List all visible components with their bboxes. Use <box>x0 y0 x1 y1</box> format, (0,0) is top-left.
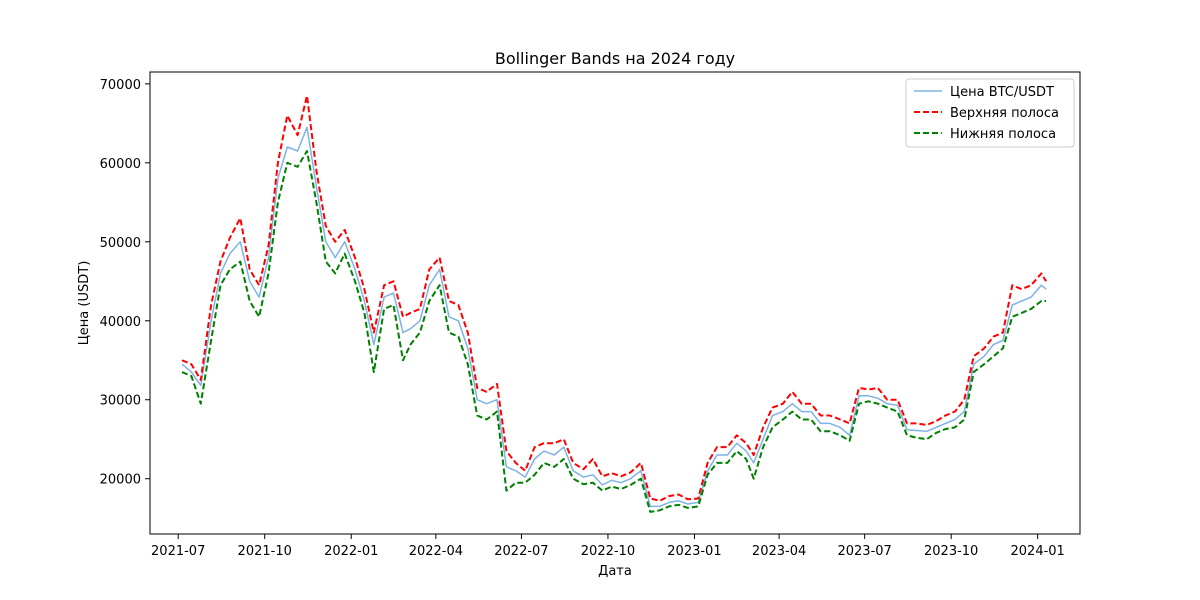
y-tick-label: 70000 <box>100 78 141 93</box>
y-tick-label: 50000 <box>100 236 141 251</box>
legend-label-price: Цена BTC/USDT <box>950 85 1054 100</box>
x-tick-label: 2022-01 <box>324 544 378 559</box>
legend: Цена BTC/USDT Верхняя полоса Нижняя полоса <box>905 78 1075 148</box>
x-tick-label: 2022-07 <box>494 544 548 559</box>
x-tick-label: 2021-10 <box>238 544 292 559</box>
x-axis-label: Дата <box>598 564 632 579</box>
x-tick-label: 2021-07 <box>151 544 205 559</box>
series-line-price <box>181 126 1047 508</box>
x-tick-label: 2024-01 <box>1011 544 1065 559</box>
x-tick-label: 2023-04 <box>752 544 806 559</box>
x-tick-label: 2022-10 <box>581 544 635 559</box>
y-tick-label: 30000 <box>100 394 141 409</box>
x-axis: 2021-07 2021-10 2022-01 2022-04 2022-07 2022-… <box>151 534 1065 559</box>
x-tick-label: 2023-10 <box>924 544 978 559</box>
x-tick-label: 2022-04 <box>409 544 463 559</box>
y-tick-label: 60000 <box>100 157 141 172</box>
legend-label-lower: Нижняя полоса <box>950 127 1056 142</box>
x-tick-label: 2023-01 <box>667 544 721 559</box>
y-axis-label: Цена (USDT) <box>77 261 92 346</box>
x-tick-label: 2023-07 <box>837 544 891 559</box>
y-axis: 20000 30000 40000 50000 60000 70000 <box>100 78 150 488</box>
legend-box <box>905 78 1075 148</box>
y-tick-label: 20000 <box>100 473 141 488</box>
plot-frame <box>149 71 1081 535</box>
series-line-lower <box>181 150 1047 513</box>
y-tick-label: 40000 <box>100 315 141 330</box>
series-line-upper <box>181 94 1047 502</box>
chart-title: Bollinger Bands на 2024 году <box>495 49 735 68</box>
plot-lines <box>181 94 1047 513</box>
legend-label-upper: Верхняя полоса <box>950 106 1059 121</box>
